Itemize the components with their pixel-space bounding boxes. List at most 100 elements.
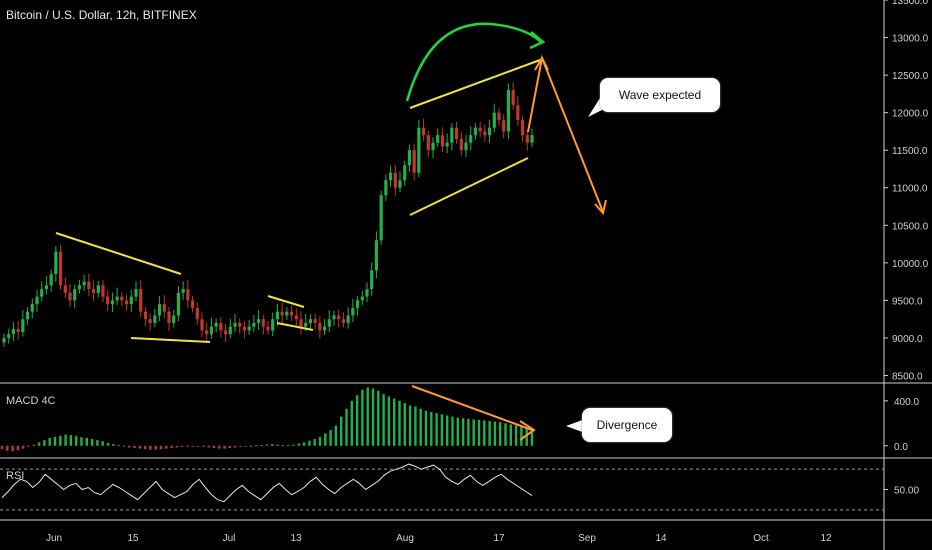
macd-bar [514, 425, 518, 446]
price-tick-label: 13500.0 [892, 0, 929, 7]
candle-body [153, 315, 157, 323]
macd-bar [59, 435, 62, 446]
candle-body [256, 319, 261, 323]
macd-bar [287, 445, 290, 447]
candle-body [200, 319, 204, 331]
macd-bar [393, 398, 396, 446]
macd-bar [350, 400, 353, 446]
projection-arrowhead-up [534, 55, 549, 71]
macd-bar [37, 442, 41, 446]
candle-body [313, 319, 317, 323]
macd-bar [85, 437, 88, 446]
candle-body [219, 322, 223, 331]
macd-bar [302, 442, 306, 446]
candle-body [530, 135, 534, 143]
wave-expected-text: Wave expected [618, 88, 702, 102]
divergence-text: Divergence [596, 418, 658, 432]
candle-body [285, 311, 289, 316]
macd-bar [207, 445, 210, 448]
rsi-line-group [1, 463, 533, 503]
macd-bar [355, 395, 359, 446]
candle-body [360, 296, 364, 301]
candle-body [421, 127, 426, 136]
candle-body [511, 90, 515, 106]
candle-body [417, 127, 421, 173]
candle-body [454, 127, 459, 139]
candle-body [63, 285, 67, 293]
candle-body [120, 296, 124, 301]
macd-bar [483, 420, 486, 446]
candle-body [266, 326, 270, 331]
divergence-callout-tail [566, 419, 585, 433]
macd-bar [255, 445, 258, 447]
macd-bar [181, 445, 184, 447]
candle-body [30, 304, 34, 312]
macd-bar [143, 445, 147, 450]
macd-bar [133, 445, 136, 449]
macd-bar [313, 439, 316, 446]
candle-body [483, 131, 487, 136]
candle-body [190, 300, 195, 308]
candle-body [82, 281, 86, 286]
candle-body [40, 289, 44, 297]
macd-bar [122, 445, 126, 447]
candle-body [440, 135, 445, 147]
candle-body [289, 311, 294, 316]
price-tick-label: 9000.0 [892, 334, 923, 345]
candle-body [115, 296, 119, 301]
macd-bar [472, 419, 475, 446]
candle-body [35, 296, 39, 305]
macd-bar [271, 444, 274, 446]
macd-bar [159, 445, 163, 450]
candle-body [11, 328, 16, 335]
candle-body [228, 326, 232, 335]
candle-body [370, 270, 374, 290]
macd-bar [80, 437, 83, 446]
macd-bar [244, 445, 247, 447]
candle-body [398, 180, 402, 188]
candle-body [233, 322, 237, 327]
candle-body [487, 127, 492, 136]
macd-histogram [0, 387, 534, 452]
pattern-line [55, 232, 182, 275]
macd-bar [525, 427, 528, 446]
macd-bar [440, 414, 444, 446]
candle-body [54, 251, 58, 275]
candle-body [167, 311, 171, 323]
candle-body [407, 150, 412, 166]
candle-body [280, 311, 284, 316]
macd-bar [27, 445, 30, 447]
candle-body [374, 240, 379, 271]
price-tick-label: 12000.0 [892, 109, 929, 120]
macd-bar [0, 445, 4, 450]
macd-bar [90, 439, 94, 446]
macd-bar [292, 444, 295, 446]
wave-expected-callout: Wave expected [600, 78, 720, 112]
x-tick-label: Jun [46, 533, 62, 544]
macd-bar [329, 430, 332, 446]
candle-body [520, 120, 525, 136]
macd-bar [32, 444, 35, 446]
candle-body [214, 322, 218, 327]
divergence-callout: Divergence [582, 408, 672, 442]
candle-body [473, 127, 478, 136]
candle-body [49, 274, 53, 286]
macd-bar [509, 424, 512, 446]
macd-bar [218, 445, 221, 449]
candle-body [157, 304, 162, 316]
macd-bar [212, 445, 216, 449]
macd-tick-label: 0.0 [894, 442, 908, 453]
candle-body [124, 300, 129, 305]
price-tick-label: 10500.0 [892, 221, 929, 232]
macd-bar [64, 434, 67, 446]
macd-bar [398, 400, 401, 446]
macd-bar [340, 416, 343, 446]
price-tick-label: 10000.0 [892, 259, 929, 270]
arc-arrowhead [529, 31, 546, 50]
candle-body [87, 281, 91, 290]
candle-body [91, 289, 96, 293]
macd-bar [112, 444, 115, 446]
macd-bar [371, 388, 375, 446]
macd-bar [228, 445, 232, 449]
